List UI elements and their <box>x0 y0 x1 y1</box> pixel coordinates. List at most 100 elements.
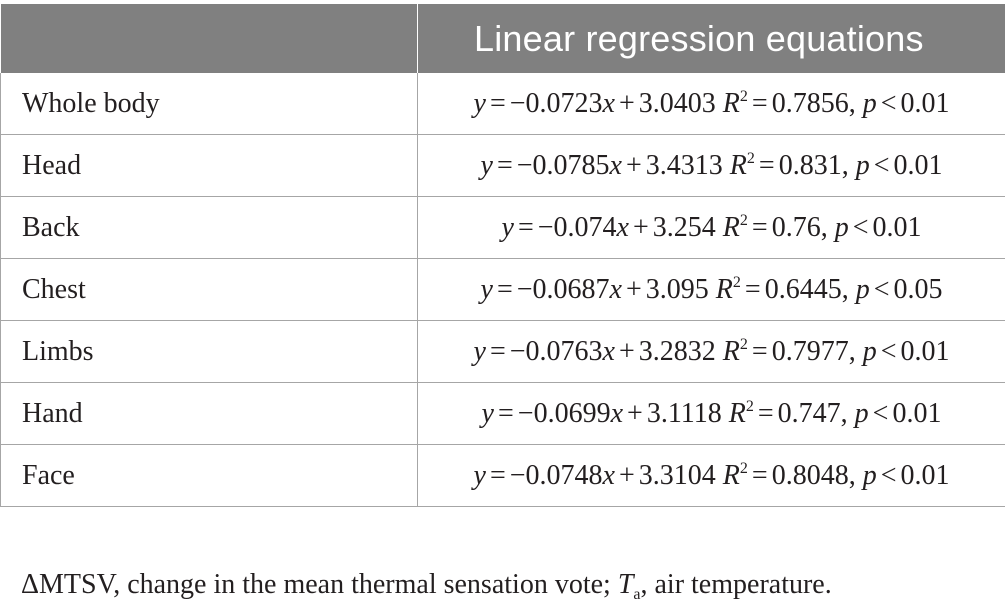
eq-y: y <box>480 149 493 181</box>
eq-equals: = <box>517 211 534 243</box>
eq-equals: = <box>489 87 506 119</box>
eq-p-value: 0.01 <box>893 149 943 181</box>
eq-intercept: 3.1118 <box>646 397 722 429</box>
body-region-label: Hand <box>0 382 418 445</box>
eq-r2-value: 0.6445 <box>764 273 842 305</box>
eq-p-value: 0.01 <box>892 397 942 429</box>
eq-intercept: 3.3104 <box>638 459 716 491</box>
eq-y: y <box>501 211 514 243</box>
body-region-label: Whole body <box>0 73 418 135</box>
eq-p: p <box>834 211 849 243</box>
eq-equals: = <box>751 87 768 119</box>
regression-equation: y = −0.074x +3.254 R2 = 0.76, p <0.01 <box>417 196 1005 259</box>
eq-r: R <box>722 87 740 119</box>
eq-equals: = <box>497 397 514 429</box>
table-row: Hand y = −0.0699x +3.1118 R2 = 0.747, p <0.01 <box>0 382 1005 445</box>
eq-p-value: 0.05 <box>893 273 943 305</box>
eq-p-value: 0.01 <box>872 211 922 243</box>
eq-equals: = <box>751 211 768 243</box>
eq-y: y <box>480 273 493 305</box>
eq-p-value: 0.01 <box>900 335 950 367</box>
eq-r2-value: 0.8048 <box>771 459 849 491</box>
eq-equals: = <box>751 335 768 367</box>
eq-plus: + <box>618 87 635 119</box>
eq-p: p <box>855 273 870 305</box>
eq-equals: = <box>757 397 774 429</box>
table-row: Limbs y = −0.0763x +3.2832 R2 = 0.7977, p <0.01 <box>0 320 1005 383</box>
eq-comma: , <box>840 397 848 429</box>
eq-r-squared-exponent: 2 <box>745 397 754 415</box>
table-row: Head y = −0.0785x +3.4313 R2 = 0.831, p <0.01 <box>0 134 1005 197</box>
eq-y: y <box>473 335 486 367</box>
eq-slope: −0.0748 <box>509 459 603 491</box>
regression-equation: y = −0.0748x +3.3104 R2 = 0.8048, p <0.01 <box>417 444 1005 507</box>
eq-r-squared-exponent: 2 <box>739 335 748 353</box>
eq-comma: , <box>848 87 856 119</box>
body-region-label: Face <box>0 444 418 507</box>
eq-r: R <box>728 397 746 429</box>
eq-less-than: < <box>880 335 897 367</box>
eq-p: p <box>855 149 870 181</box>
body-region-label: Limbs <box>0 320 418 383</box>
eq-p: p <box>854 397 869 429</box>
footnote-text-1: ΔMTSV, change in the mean thermal sensat… <box>21 569 618 600</box>
eq-equals: = <box>489 335 506 367</box>
regression-equation: y = −0.0763x +3.2832 R2 = 0.7977, p <0.01 <box>417 320 1005 383</box>
regression-table: Linear regression equations Whole body y =… <box>0 4 1005 507</box>
eq-y: y <box>473 459 486 491</box>
eq-intercept: 3.2832 <box>638 335 716 367</box>
eq-r2-value: 0.7977 <box>771 335 849 367</box>
eq-comma: , <box>841 273 849 305</box>
eq-comma: , <box>820 211 828 243</box>
eq-x: x <box>602 335 615 367</box>
eq-p: p <box>862 87 877 119</box>
eq-intercept: 3.4313 <box>645 149 723 181</box>
body-region-label: Back <box>0 196 418 259</box>
eq-intercept: 3.0403 <box>638 87 716 119</box>
eq-r2-value: 0.7856 <box>771 87 849 119</box>
eq-r: R <box>722 335 740 367</box>
eq-plus: + <box>618 335 635 367</box>
eq-r2-value: 0.76 <box>771 211 821 243</box>
eq-less-than: < <box>873 149 890 181</box>
eq-r: R <box>722 459 740 491</box>
eq-comma: , <box>841 149 849 181</box>
eq-y: y <box>481 397 494 429</box>
body-region-label: Head <box>0 134 418 197</box>
eq-slope: −0.0687 <box>516 273 610 305</box>
eq-p: p <box>862 335 877 367</box>
table-row: Face y = −0.0748x +3.3104 R2 = 0.8048, p <0.01 <box>0 444 1005 507</box>
eq-intercept: 3.254 <box>652 211 716 243</box>
eq-plus: + <box>625 273 642 305</box>
eq-slope: −0.0699 <box>517 397 611 429</box>
header-cell-equations: Linear regression equations <box>417 4 1005 73</box>
eq-plus: + <box>627 397 643 429</box>
header-cell-body-region <box>0 4 418 73</box>
eq-comma: , <box>848 459 856 491</box>
eq-equals: = <box>496 273 513 305</box>
eq-r-squared-exponent: 2 <box>739 459 748 477</box>
eq-equals: = <box>489 459 506 491</box>
eq-x: x <box>616 211 629 243</box>
eq-slope: −0.0785 <box>516 149 610 181</box>
eq-slope: −0.0723 <box>509 87 603 119</box>
eq-intercept: 3.095 <box>645 273 709 305</box>
eq-slope: −0.074 <box>537 211 617 243</box>
eq-r-squared-exponent: 2 <box>746 149 755 167</box>
eq-p-value: 0.01 <box>900 459 950 491</box>
eq-comma: , <box>848 335 856 367</box>
eq-x: x <box>602 87 615 119</box>
eq-equals: = <box>751 459 768 491</box>
eq-plus: + <box>632 211 649 243</box>
table-footnote: ΔMTSV, change in the mean thermal sensat… <box>21 569 832 603</box>
eq-x: x <box>609 149 622 181</box>
eq-y: y <box>473 87 486 119</box>
eq-r-squared-exponent: 2 <box>739 87 748 105</box>
eq-r: R <box>715 273 733 305</box>
eq-less-than: < <box>880 459 897 491</box>
eq-slope: −0.0763 <box>509 335 603 367</box>
eq-x: x <box>610 397 624 429</box>
footnote-symbol-t: T <box>617 569 634 600</box>
eq-r2-value: 0.747 <box>777 397 841 429</box>
footnote-subscript: a <box>633 586 641 603</box>
